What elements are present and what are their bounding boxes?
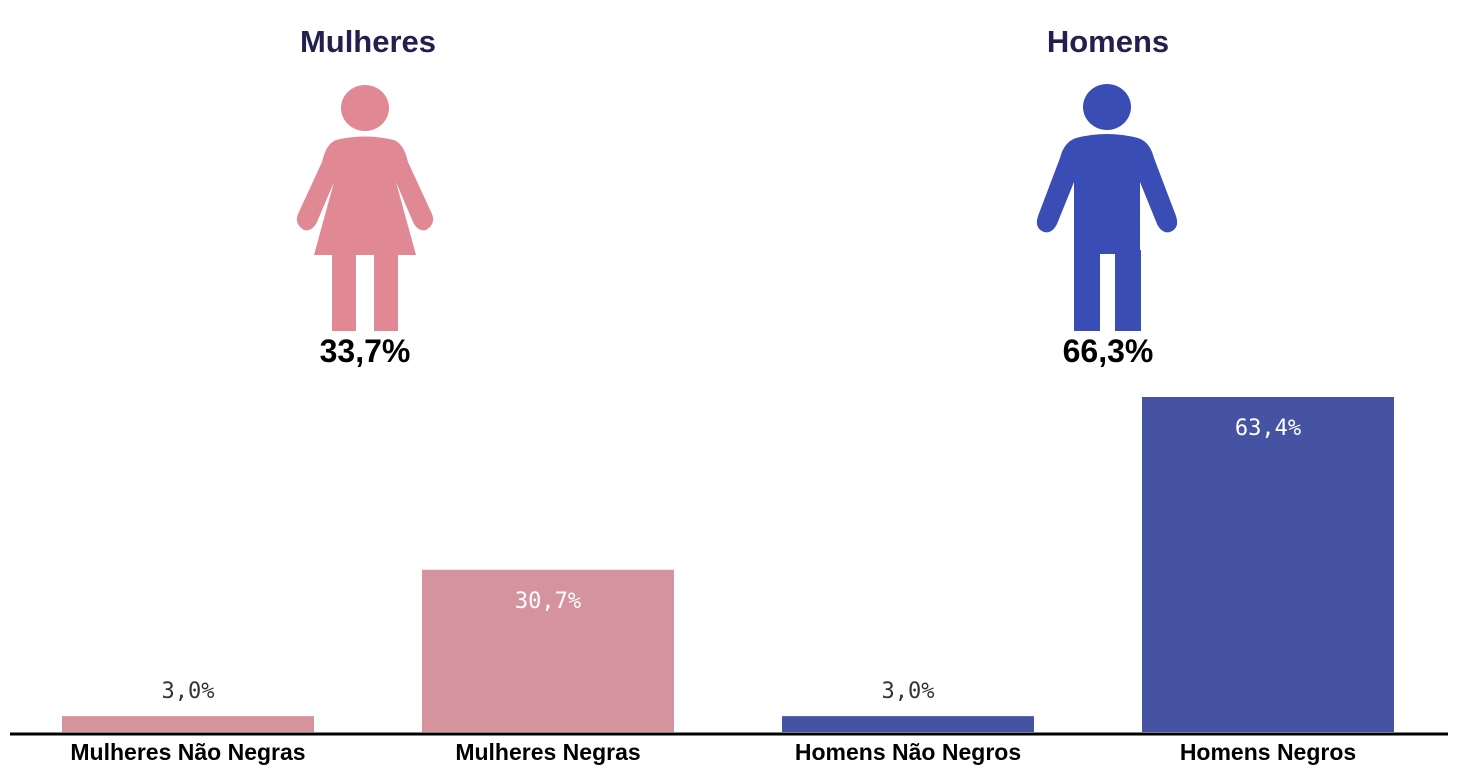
- category-label-3: Homens Não Negros: [795, 739, 1021, 765]
- bar-value-label-4: 63,4%: [1235, 416, 1301, 441]
- category-label-4: Homens Negros: [1180, 739, 1356, 765]
- men-title: Homens: [1046, 24, 1170, 59]
- woman-icon: [296, 85, 434, 331]
- bar-value-label-1: 3,0%: [162, 679, 215, 704]
- women-total: 33,7%: [319, 333, 411, 369]
- bar-chart: 3,0% Mulheres Não Negras 30,7% Mulheres Neg…: [10, 397, 1448, 765]
- bar-1: [62, 716, 314, 732]
- bar-value-label-2: 30,7%: [515, 589, 581, 614]
- men-total: 66,3%: [1062, 333, 1154, 369]
- category-label-1: Mulheres Não Negras: [70, 739, 305, 765]
- bar-2: [422, 569, 674, 732]
- bar-value-label-3: 3,0%: [882, 679, 935, 704]
- man-icon: [1036, 84, 1178, 331]
- bar-3: [782, 716, 1034, 732]
- bar-4: [1142, 397, 1394, 732]
- women-title: Mulheres: [299, 24, 437, 59]
- category-label-2: Mulheres Negras: [455, 739, 640, 765]
